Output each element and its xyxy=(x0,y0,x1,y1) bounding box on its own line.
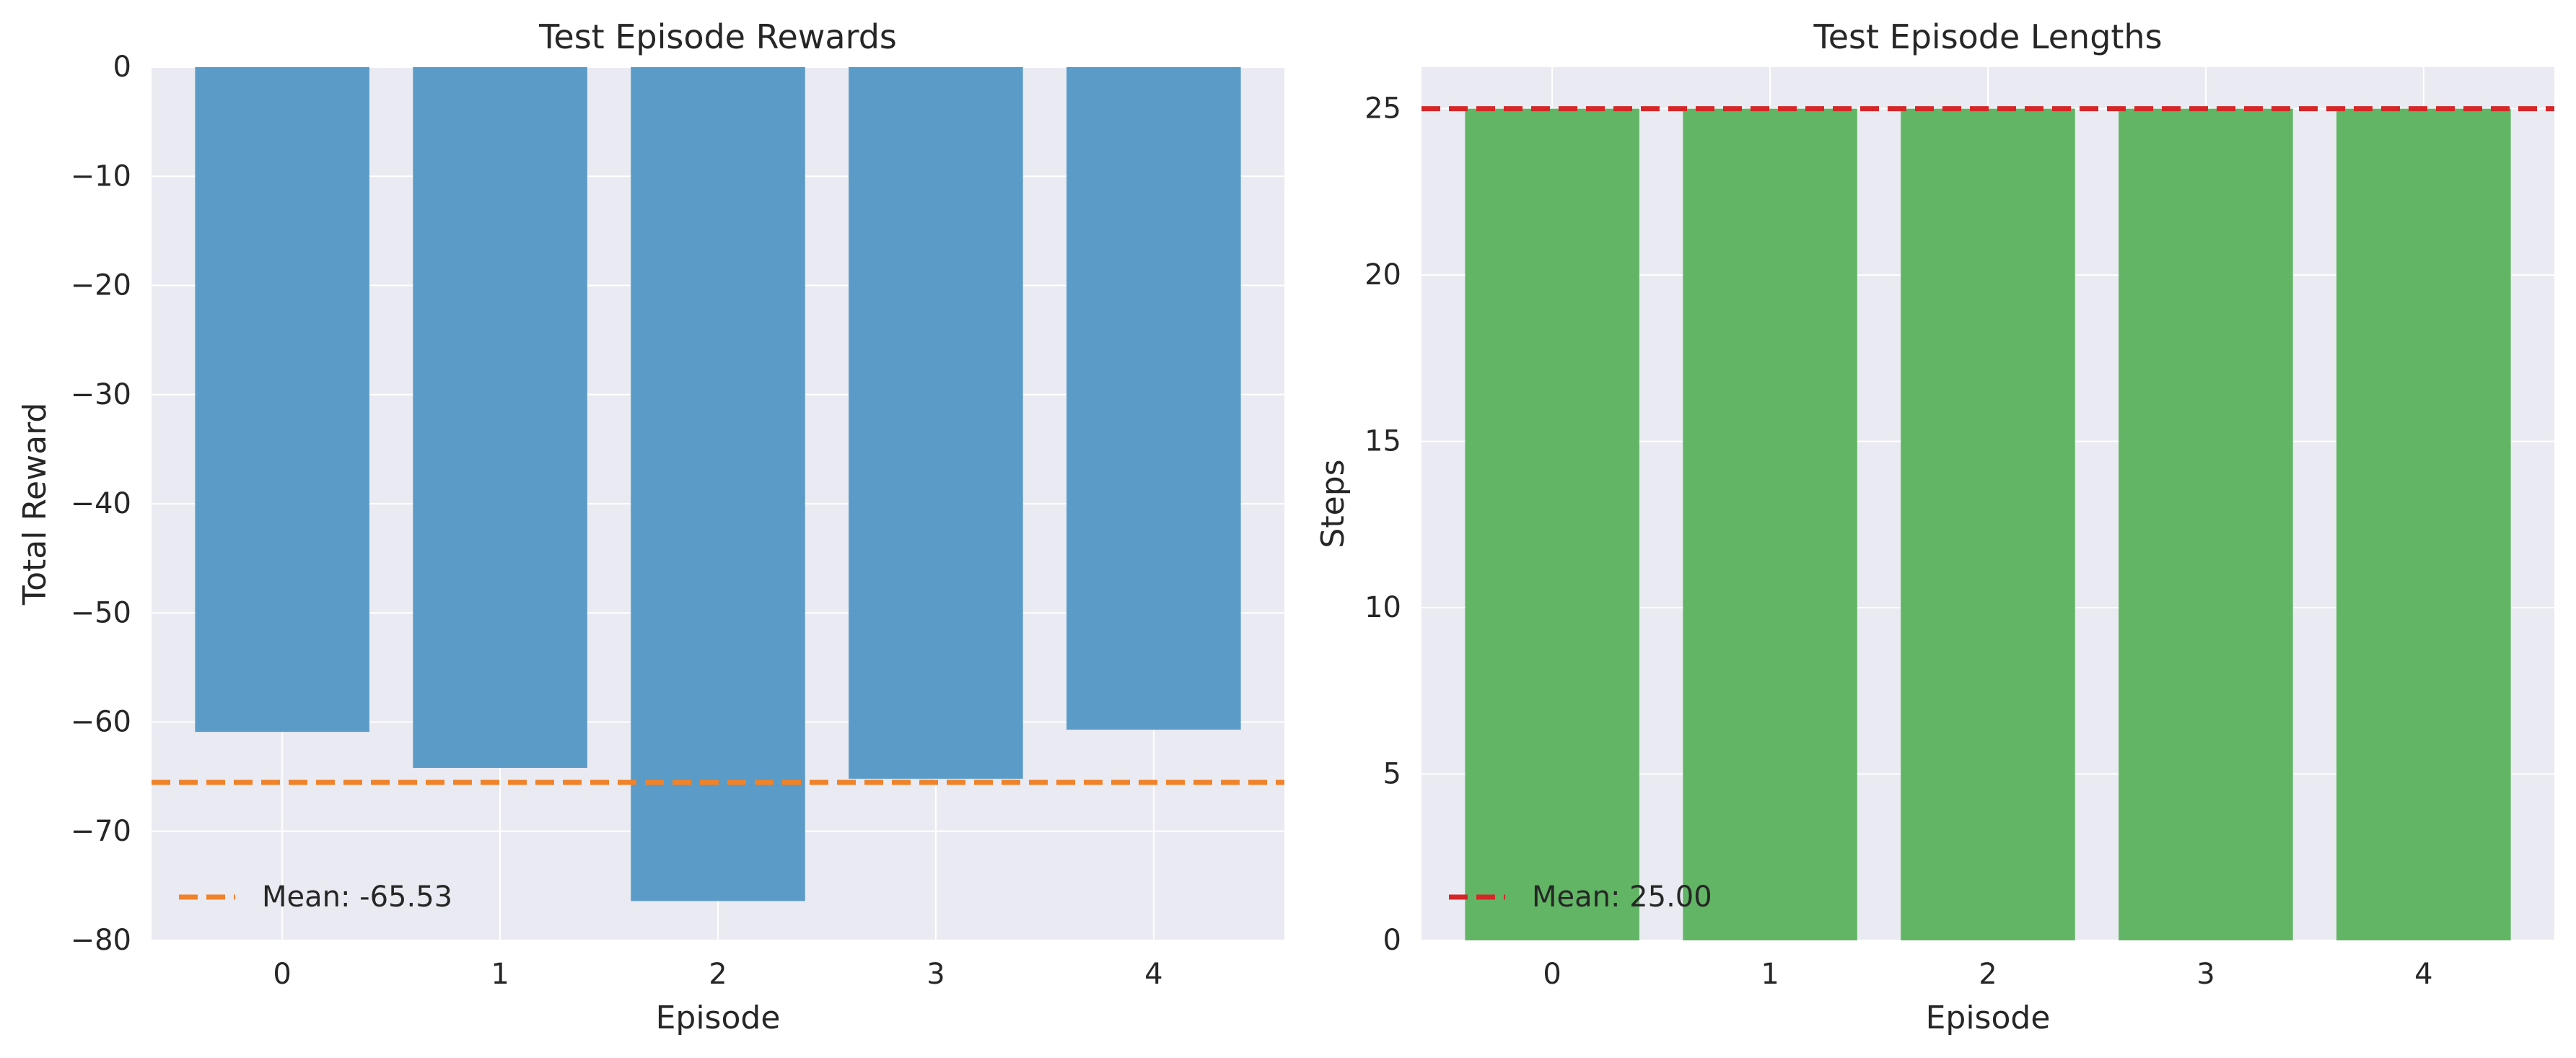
y-tick-label: −70 xyxy=(71,815,131,848)
x-tick-label: 2 xyxy=(1979,958,1997,991)
x-axis-label: Episode xyxy=(656,1000,781,1036)
y-tick-label: 15 xyxy=(1364,425,1401,458)
bar xyxy=(1465,108,1639,941)
legend: Mean: -65.53 xyxy=(179,880,452,914)
bar xyxy=(849,67,1023,779)
bar xyxy=(2336,108,2511,941)
y-tick-label: −20 xyxy=(71,269,131,302)
y-tick-label: −30 xyxy=(71,378,131,411)
bar xyxy=(1901,108,2075,941)
y-axis-label: Total Reward xyxy=(17,403,53,606)
x-tick-label: 4 xyxy=(2414,958,2432,991)
chart-title: Test Episode Lengths xyxy=(1813,17,2162,56)
lengths-chart: 0 5 10 15 20 25 0 1 2 3 4 Test Episode Lengths Episo… xyxy=(1315,17,2554,1036)
bar xyxy=(631,67,805,901)
bar xyxy=(2119,108,2293,941)
bar xyxy=(413,67,587,769)
y-tick-label: −80 xyxy=(71,924,131,957)
legend: Mean: 25.00 xyxy=(1449,880,1712,914)
bar xyxy=(1683,108,1857,941)
x-tick-label: 4 xyxy=(1144,958,1162,991)
x-tick-label: 1 xyxy=(1761,958,1779,991)
bar xyxy=(1066,67,1241,730)
y-tick-label: 25 xyxy=(1364,92,1401,126)
y-tick-label: 10 xyxy=(1364,591,1401,624)
x-tick-label: 2 xyxy=(709,958,727,991)
x-tick-label: 0 xyxy=(273,958,291,991)
y-tick-label: −10 xyxy=(71,159,131,193)
x-tick-label: 1 xyxy=(491,958,509,991)
x-tick-label: 3 xyxy=(926,958,945,991)
rewards-chart: 0 −10 −20 −30 −40 −50 −60 −70 −80 0 1 2 3 4 Test Episo… xyxy=(17,17,1284,1036)
chart-title: Test Episode Rewards xyxy=(538,17,897,56)
y-axis-label: Steps xyxy=(1315,459,1351,548)
legend-label: Mean: 25.00 xyxy=(1532,880,1712,914)
legend-label: Mean: -65.53 xyxy=(262,880,452,914)
y-tick-label: 5 xyxy=(1383,758,1401,791)
y-tick-label: 0 xyxy=(113,51,131,84)
x-tick-label: 3 xyxy=(2196,958,2214,991)
x-axis-label: Episode xyxy=(1926,1000,2051,1036)
y-tick-label: 20 xyxy=(1364,258,1401,292)
bar xyxy=(195,67,369,733)
y-tick-label: 0 xyxy=(1383,924,1401,957)
y-tick-label: −60 xyxy=(71,706,131,739)
y-tick-label: −40 xyxy=(71,487,131,520)
y-tick-label: −50 xyxy=(71,596,131,629)
x-tick-label: 0 xyxy=(1543,958,1561,991)
